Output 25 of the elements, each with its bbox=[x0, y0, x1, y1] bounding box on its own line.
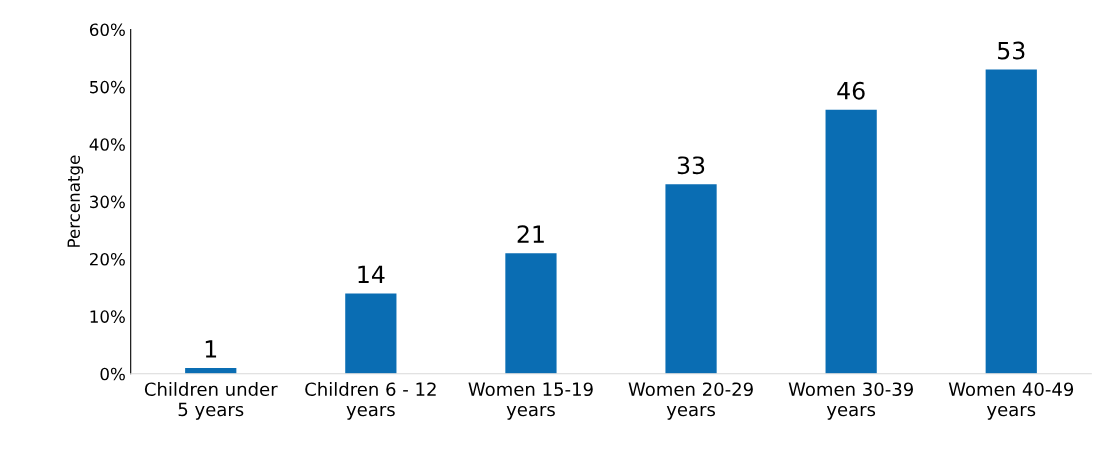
data-label: 14 bbox=[358, 265, 385, 283]
data-label: 46 bbox=[837, 81, 865, 100]
x-tick-label: Women 30-39 years bbox=[788, 382, 913, 420]
x-tick-label: Women 40-49 years bbox=[948, 382, 1074, 420]
y-tick-label: 20% bbox=[90, 252, 125, 266]
bar bbox=[985, 69, 1037, 374]
bar bbox=[825, 109, 877, 374]
y-tick-label: 50% bbox=[90, 80, 125, 94]
x-tick-label: Women 20-29 years bbox=[628, 382, 753, 420]
x-tick-label: Children under 5 years bbox=[144, 382, 278, 420]
bar bbox=[665, 184, 717, 374]
y-tick-label: 0% bbox=[100, 367, 125, 381]
x-tick-label: Women 15-19 years bbox=[468, 382, 593, 420]
y-tick-label: 10% bbox=[90, 310, 125, 323]
y-axis-title: Percenatge bbox=[67, 155, 84, 247]
bar bbox=[345, 293, 397, 374]
data-label: 33 bbox=[677, 156, 705, 175]
x-tick-label: Children 6 - 12 years bbox=[305, 382, 436, 420]
y-tick-label: 40% bbox=[89, 138, 125, 151]
bar bbox=[505, 253, 557, 374]
data-label: 53 bbox=[998, 41, 1025, 60]
y-tick-label: 30% bbox=[90, 195, 125, 209]
data-label: 1 bbox=[205, 340, 217, 358]
data-label: 21 bbox=[517, 225, 544, 243]
y-tick-label: 60% bbox=[89, 23, 125, 37]
